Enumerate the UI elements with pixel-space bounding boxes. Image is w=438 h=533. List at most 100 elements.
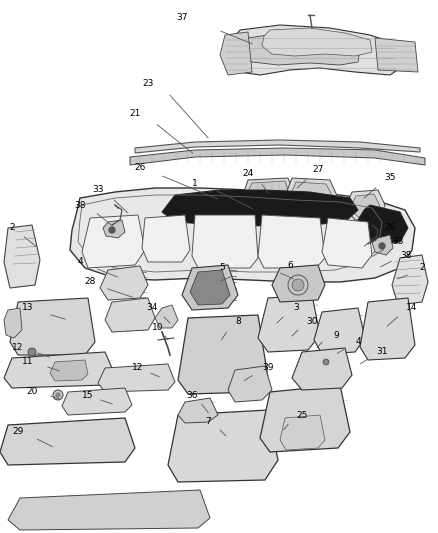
Polygon shape [135, 140, 420, 153]
Polygon shape [228, 25, 405, 75]
Text: 15: 15 [82, 391, 94, 400]
Text: 3: 3 [293, 303, 299, 312]
Polygon shape [258, 215, 325, 268]
Polygon shape [242, 178, 295, 207]
Polygon shape [174, 413, 274, 479]
Polygon shape [228, 366, 272, 402]
Text: 30: 30 [306, 318, 318, 327]
Polygon shape [314, 308, 365, 354]
Polygon shape [272, 265, 325, 302]
Circle shape [379, 243, 385, 249]
Polygon shape [322, 218, 372, 268]
Polygon shape [4, 422, 130, 462]
Text: 2: 2 [9, 223, 15, 232]
Polygon shape [188, 323, 258, 387]
Circle shape [292, 279, 304, 291]
Text: 7: 7 [205, 417, 211, 426]
Polygon shape [290, 182, 333, 206]
Polygon shape [10, 298, 95, 355]
Polygon shape [264, 300, 316, 348]
Polygon shape [246, 181, 290, 203]
Text: 21: 21 [129, 109, 141, 117]
Text: 28: 28 [84, 278, 95, 287]
Polygon shape [345, 190, 385, 220]
Polygon shape [262, 28, 372, 56]
Text: 1: 1 [192, 179, 198, 188]
Polygon shape [242, 34, 360, 65]
Polygon shape [103, 220, 125, 238]
Polygon shape [50, 360, 88, 381]
Polygon shape [265, 388, 346, 448]
Polygon shape [100, 266, 148, 300]
Polygon shape [162, 190, 358, 226]
Polygon shape [260, 385, 350, 452]
Polygon shape [392, 255, 428, 305]
Text: 29: 29 [12, 427, 24, 437]
Text: 20: 20 [26, 387, 38, 397]
Circle shape [109, 227, 115, 233]
Polygon shape [178, 398, 218, 423]
Polygon shape [14, 301, 92, 352]
Text: 33: 33 [92, 185, 104, 195]
Polygon shape [372, 235, 393, 255]
Text: 36: 36 [186, 391, 198, 400]
Text: 37: 37 [176, 13, 188, 22]
Circle shape [56, 393, 60, 397]
Text: 12: 12 [132, 364, 144, 373]
Polygon shape [186, 320, 260, 390]
Text: 10: 10 [152, 324, 164, 333]
Text: 4: 4 [77, 257, 83, 266]
Circle shape [53, 390, 63, 400]
Polygon shape [142, 215, 190, 262]
Text: 26: 26 [134, 164, 146, 173]
Text: 31: 31 [376, 348, 388, 357]
Polygon shape [62, 388, 132, 415]
Text: 6: 6 [287, 261, 293, 270]
Polygon shape [168, 410, 278, 482]
Text: 14: 14 [406, 303, 418, 312]
Polygon shape [82, 215, 145, 268]
Text: 5: 5 [219, 263, 225, 272]
Polygon shape [105, 298, 155, 332]
Text: 25: 25 [297, 410, 307, 419]
Polygon shape [285, 178, 338, 210]
Polygon shape [192, 215, 258, 268]
Polygon shape [4, 352, 115, 388]
Polygon shape [297, 352, 348, 387]
Polygon shape [109, 302, 152, 330]
Text: 38: 38 [74, 200, 86, 209]
Polygon shape [358, 205, 408, 245]
Polygon shape [98, 364, 175, 392]
Polygon shape [4, 225, 40, 288]
Polygon shape [350, 194, 380, 217]
Text: 38: 38 [400, 251, 412, 260]
Circle shape [28, 348, 36, 356]
Text: 9: 9 [333, 330, 339, 340]
Polygon shape [178, 315, 268, 394]
Polygon shape [258, 295, 320, 352]
Text: 13: 13 [22, 303, 34, 312]
Text: 4: 4 [355, 337, 361, 346]
Text: 24: 24 [242, 168, 254, 177]
Polygon shape [190, 270, 230, 305]
Text: 23: 23 [142, 78, 154, 87]
Polygon shape [0, 418, 135, 465]
Text: 34: 34 [146, 303, 158, 312]
Polygon shape [280, 415, 325, 450]
Text: 35: 35 [384, 174, 396, 182]
Polygon shape [4, 308, 22, 338]
Polygon shape [8, 490, 210, 530]
Polygon shape [220, 32, 252, 75]
Text: 27: 27 [312, 166, 324, 174]
Polygon shape [365, 302, 411, 357]
Polygon shape [130, 148, 425, 165]
Text: 33: 33 [392, 238, 404, 246]
Text: 2: 2 [419, 263, 425, 272]
Polygon shape [182, 265, 238, 310]
Text: 8: 8 [235, 318, 241, 327]
Text: 26: 26 [384, 223, 396, 232]
Text: 12: 12 [12, 343, 24, 352]
Polygon shape [70, 188, 415, 282]
Polygon shape [375, 38, 418, 72]
Text: 11: 11 [22, 358, 34, 367]
